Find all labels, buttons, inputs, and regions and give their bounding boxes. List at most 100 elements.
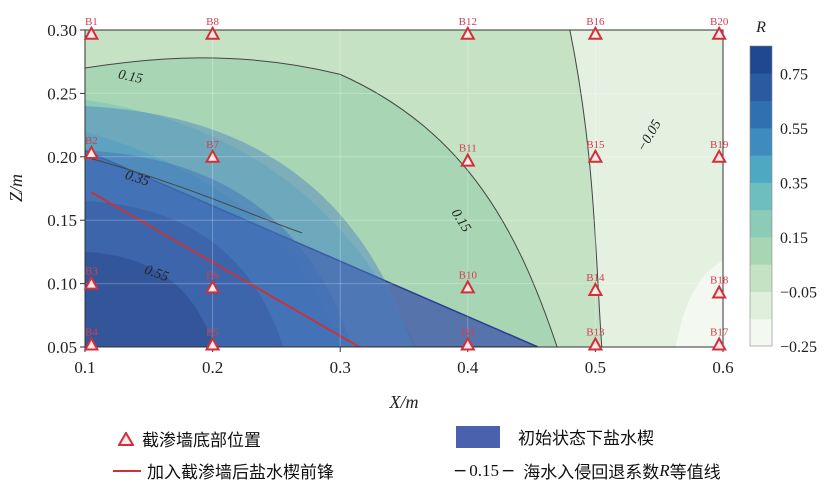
x-tick-label: 0.5 [585, 358, 606, 377]
wedge-swatch [456, 425, 500, 448]
station-marker: B9 [460, 326, 476, 351]
station-marker: B6 [204, 269, 221, 294]
station-label: B6 [206, 269, 219, 281]
station-marker: B12 [459, 16, 477, 40]
station-marker: B15 [586, 139, 605, 163]
x-tick-label: 0.4 [457, 358, 479, 377]
station-marker: B8 [204, 16, 221, 40]
triangle-icon [83, 25, 100, 40]
station-label: B9 [461, 326, 474, 338]
contour-sample-value: 0.15 [469, 460, 499, 480]
colorbar-band [750, 155, 772, 183]
colorbar-tick-label: 0.15 [780, 230, 808, 247]
y-tick-label: 0.20 [47, 148, 77, 167]
colorbar-band [750, 73, 772, 102]
triangle-icon [460, 336, 476, 351]
colorbar-tick-label: 0.55 [780, 121, 808, 138]
legend-item-front: 加入截渗墙后盐水楔前锋 [113, 458, 334, 483]
colorbar-band [750, 264, 772, 292]
x-tick-label: 0.6 [712, 358, 733, 377]
stations: B1 B8 B12 B16 B20 B2 B7 B11 B15 B19 B3 B6 B10 B14 B18 B… [83, 16, 729, 351]
station-marker: B18 [710, 274, 729, 299]
y-tick-label: 0.30 [47, 21, 77, 40]
legend-front-label: 加入截渗墙后盐水楔前锋 [147, 463, 334, 483]
legend: 截渗墙底部位置 初始状态下盐水楔 加入截渗墙后盐水楔前锋 − 0.15 − 海水… [0, 420, 827, 486]
triangle-icon [204, 25, 221, 40]
station-marker: B13 [586, 326, 605, 351]
triangle-icon [460, 25, 476, 40]
saltwater-front-line [90, 191, 360, 347]
triangle-icon [711, 148, 727, 163]
plot-frame [84, 29, 724, 348]
station-label: B19 [710, 139, 729, 151]
y-tick-label: 0.15 [47, 211, 77, 230]
station-marker: B11 [459, 143, 477, 167]
station-label: B10 [459, 269, 478, 281]
colorbar-frame [749, 45, 773, 347]
station-label: B3 [85, 266, 98, 278]
station-marker: B17 [710, 326, 729, 351]
contour-value-label: 0.35 [123, 168, 151, 190]
colorbar-band [750, 182, 772, 211]
front-line-swatch [113, 469, 141, 472]
contour-band [569, 30, 723, 347]
contour-line [85, 156, 303, 234]
contour-dash-right: − [501, 460, 516, 481]
station-label: B8 [206, 16, 219, 28]
colorbar-band [750, 318, 772, 347]
x-tick-label: 0.1 [74, 358, 95, 377]
station-label: B2 [85, 135, 98, 147]
colorbar-title: R [755, 19, 766, 36]
station-marker: B20 [710, 16, 729, 40]
legend-contour-suffix: 等值线 [669, 463, 721, 483]
axes: 0.1 0.2 0.3 0.4 0.5 0.6 0.05 0.10 0.15 0.20 0.25 0.… [47, 21, 733, 377]
triangle-icon [711, 284, 727, 299]
station-marker: B19 [710, 139, 729, 163]
y-tick-label: 0.10 [47, 275, 77, 294]
legend-item-contour: − 0.15 − 海水入侵回退系数 R 等值线 [453, 458, 721, 484]
triangle-icon [587, 336, 604, 351]
colorbar-tick-label: −0.25 [780, 339, 817, 356]
colorbar: R 0.75 0.55 0.35 0.15 −0.05 −0.25 [749, 19, 817, 356]
colorbar-band [750, 100, 772, 129]
legend-item-wedge: 初始状态下盐水楔 [456, 424, 654, 449]
colorbar-tick-label: −0.05 [780, 284, 817, 301]
station-marker: B5 [204, 326, 221, 351]
station-label: B7 [206, 139, 219, 151]
legend-contour-label: 海水入侵回退系数 [523, 463, 660, 483]
station-marker: B10 [459, 269, 478, 294]
colorbar-band [750, 236, 772, 265]
station-label: B13 [586, 326, 605, 338]
contour-line [569, 30, 603, 347]
triangle-icon [711, 336, 727, 351]
station-label: B12 [459, 16, 477, 28]
station-marker: B7 [204, 139, 221, 163]
triangle-icon [460, 279, 476, 294]
station-label: B20 [710, 16, 729, 28]
triangle-icon [83, 144, 100, 159]
contour-band [85, 251, 215, 347]
triangle-icon [204, 279, 221, 294]
station-marker: B14 [586, 272, 605, 296]
x-tick-label: 0.3 [330, 358, 351, 377]
contour-dash-left: − [453, 460, 468, 481]
triangle-icon [587, 148, 604, 163]
colorbar-band [750, 46, 772, 74]
station-label: B15 [586, 139, 605, 151]
legend-contour-var: R [659, 460, 670, 480]
y-axis-label: Z/m [6, 174, 26, 202]
station-marker: B1 [83, 16, 100, 40]
legend-station-label: 截渗墙底部位置 [142, 431, 261, 451]
station-label: B1 [85, 16, 98, 28]
station-label: B11 [459, 143, 477, 155]
station-marker: B3 [83, 266, 100, 290]
station-label: B17 [710, 326, 729, 338]
triangle-icon [587, 281, 604, 296]
station-marker: B4 [83, 326, 100, 351]
triangle-icon [460, 152, 476, 167]
station-label: B5 [206, 326, 219, 338]
triangle-icon [204, 336, 221, 351]
colorbar-tick-label: 0.35 [780, 175, 808, 192]
triangle-icon [587, 25, 604, 40]
triangle-icon [118, 431, 134, 446]
